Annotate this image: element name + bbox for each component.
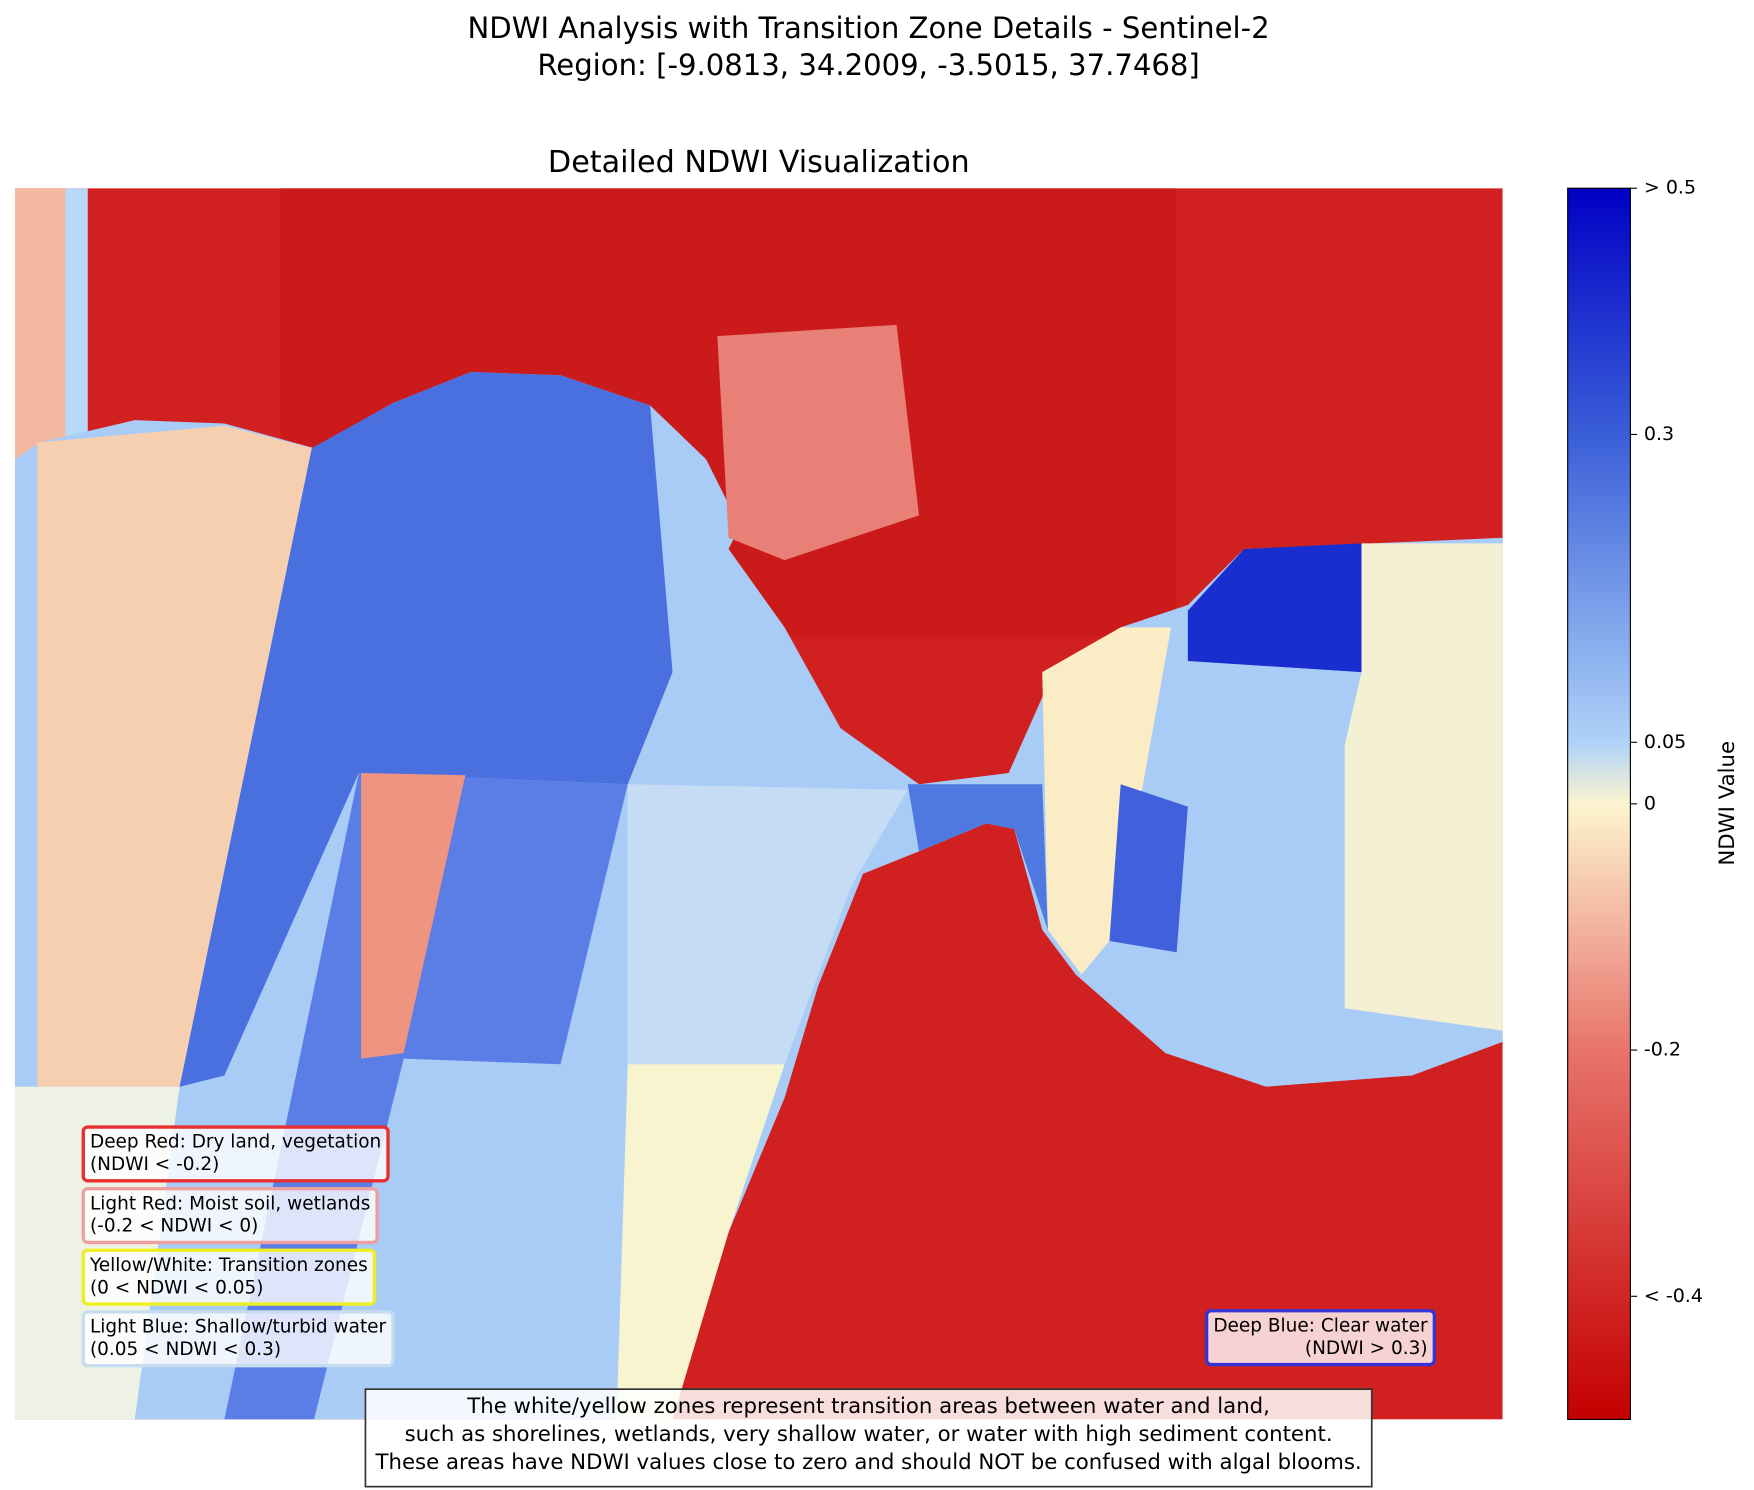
legend-text: (NDWI > 0.3) (1305, 1338, 1428, 1359)
note-text: such as shorelines, wetlands, very shall… (405, 1422, 1333, 1447)
water-strait (907, 784, 1048, 930)
legend-box (81, 1248, 377, 1306)
legend-text: (NDWI < -0.2) (90, 1154, 219, 1175)
legend-text: Yellow/White: Transition zones (89, 1255, 368, 1276)
colorbar-tick-label: 0.3 (1644, 423, 1674, 445)
legend-text: Deep Red: Dry land, vegetation (90, 1132, 381, 1153)
colorbar-tick-label: -0.2 (1644, 1039, 1681, 1061)
colorbar (1567, 187, 1631, 1420)
colorbar-tick-label: 0.05 (1644, 731, 1686, 753)
legend-text: (-0.2 < NDWI < 0) (90, 1216, 258, 1237)
legend-text: (0 < NDWI < 0.05) (90, 1277, 263, 1298)
legend-item: Light Red: Moist soil, wetlands(-0.2 < N… (81, 1186, 379, 1245)
legend-item: Deep Red: Dry land, vegetation(NDWI < -0… (81, 1125, 390, 1183)
legend-box (81, 1310, 395, 1368)
note-box (364, 1388, 1373, 1488)
chart-title: NDWI Analysis with Transition Zone Detai… (468, 11, 1270, 45)
colorbar-tick-label: > 0.5 (1644, 177, 1696, 199)
water-deep (1109, 784, 1188, 953)
colorbar-label: NDWI Value (1715, 741, 1740, 866)
legend-text: Light Red: Moist soil, wetlands (90, 1193, 370, 1214)
colorbar-tick-label: < -0.4 (1644, 1285, 1703, 1307)
legend-item: Yellow/White: Transition zones(0 < NDWI … (81, 1248, 377, 1306)
legend-text: Deep Blue: Clear water (1213, 1315, 1428, 1336)
water-transition (1042, 627, 1172, 975)
legend-text: Light Blue: Shallow/turbid water (90, 1317, 387, 1338)
strip (65, 188, 88, 463)
legend-text: (0.05 < NDWI < 0.3) (90, 1339, 281, 1360)
water-transition (361, 773, 466, 1059)
legend-item: Deep Blue: Clear water(NDWI > 0.3) (1204, 1309, 1437, 1367)
note-text: The white/yellow zones represent transit… (466, 1394, 1270, 1419)
water-deep (179, 371, 673, 1087)
water-deep (1187, 543, 1362, 673)
legend-box (1204, 1309, 1437, 1367)
legend-item: Light Blue: Shallow/turbid water(0.05 < … (81, 1310, 395, 1368)
water-transition (616, 1064, 785, 1420)
chart-title: Region: [-9.0813, 34.2009, -3.5015, 37.7… (537, 48, 1199, 82)
water-transition (37, 425, 312, 1087)
colorbar-tick-label: 0 (1644, 792, 1656, 814)
note: The white/yellow zones represent transit… (364, 1388, 1373, 1488)
chart-subtitle: Detailed NDWI Visualization (548, 145, 970, 180)
note-text: These areas have NDWI values close to ze… (375, 1450, 1362, 1475)
legend-box (81, 1186, 379, 1245)
legend-box (81, 1125, 390, 1183)
land-light (717, 324, 920, 561)
water-light (1344, 543, 1503, 1031)
water-light (627, 784, 908, 1065)
